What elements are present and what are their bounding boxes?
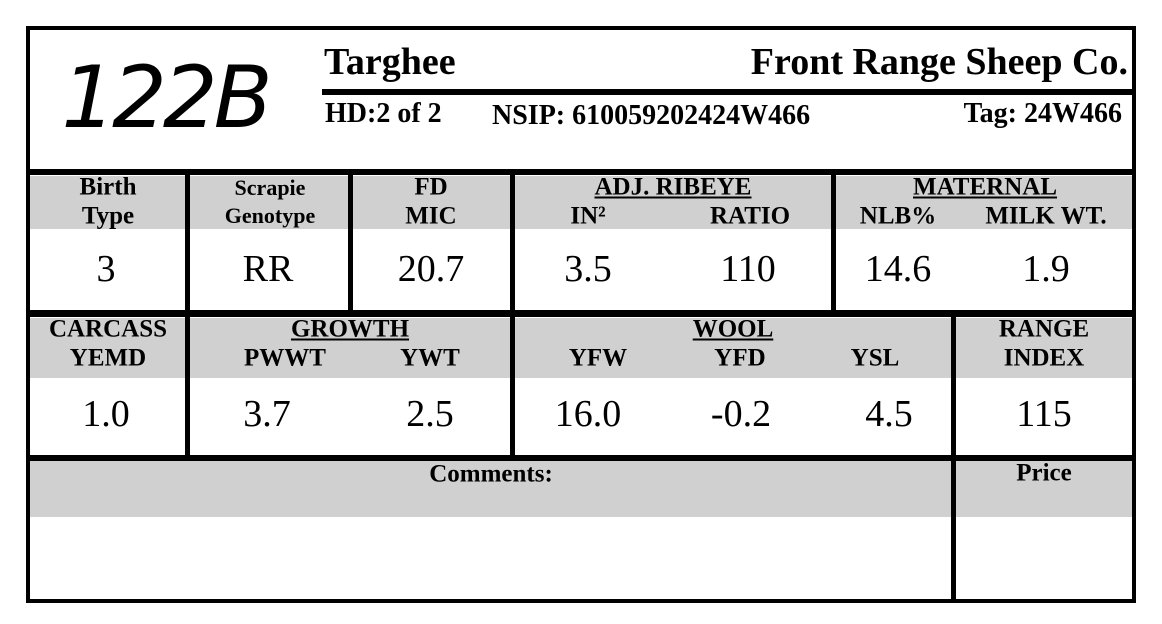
breed: Targhee: [324, 41, 456, 83]
header-band: [30, 461, 1132, 517]
label: RANGE: [998, 315, 1090, 343]
nsip: NSIP: 610059202424W466: [492, 100, 811, 131]
label: MIC: [405, 202, 457, 230]
farm: Front Range Sheep Co.: [750, 41, 1128, 83]
value: 16.0: [554, 393, 622, 435]
value: 20.7: [397, 248, 465, 290]
comments-label: Comments:: [429, 460, 553, 488]
value: -0.2: [710, 393, 772, 435]
divider: [185, 312, 190, 458]
group-title: GROWTH: [290, 315, 410, 343]
divider: [510, 312, 515, 458]
label: Scrapie: [234, 175, 306, 200]
label: Birth: [79, 173, 137, 201]
label: PWWT: [244, 344, 326, 372]
label: Type: [81, 202, 135, 230]
tag: Tag: 24W466: [963, 98, 1122, 129]
value: 1.9: [1022, 248, 1070, 290]
divider: [951, 312, 956, 602]
label: FD: [414, 173, 448, 201]
label: YEMD: [69, 344, 147, 372]
value: RR: [242, 248, 294, 290]
divider: [510, 172, 515, 312]
value: 3.7: [243, 393, 291, 435]
label: RATIO: [709, 202, 791, 230]
lot-number: 122B: [61, 48, 272, 148]
divider: [322, 89, 1134, 95]
label: YSL: [850, 344, 900, 372]
value: 115: [1016, 393, 1072, 435]
value: 3: [96, 248, 116, 290]
value: 2.5: [406, 393, 454, 435]
price-label: Price: [1016, 459, 1072, 487]
label: Genotype: [224, 203, 316, 228]
header-band: [30, 318, 1132, 378]
divider: [831, 172, 836, 312]
value: 1.0: [82, 393, 130, 435]
group-title: MATERNAL: [913, 173, 1057, 201]
label: YWT: [400, 344, 460, 372]
value: 4.5: [865, 393, 913, 435]
value: 3.5: [564, 248, 612, 290]
label: YFD: [714, 344, 766, 372]
group-title: WOOL: [692, 315, 774, 343]
value: 14.6: [864, 248, 932, 290]
label: IN²: [570, 202, 606, 230]
label: CARCASS: [48, 315, 168, 343]
label: INDEX: [1003, 344, 1085, 372]
divider: [348, 172, 353, 312]
value: 110: [720, 248, 776, 290]
divider: [185, 172, 190, 312]
header-band: [30, 176, 1132, 229]
label: YFW: [568, 344, 628, 372]
hd: HD:2 of 2: [325, 98, 442, 129]
label: NLB%: [859, 202, 937, 230]
divider: [28, 310, 1134, 317]
divider: [28, 455, 1134, 461]
divider: [28, 169, 1134, 175]
group-title: ADJ. RIBEYE: [594, 173, 752, 201]
label: MILK WT.: [985, 202, 1107, 230]
